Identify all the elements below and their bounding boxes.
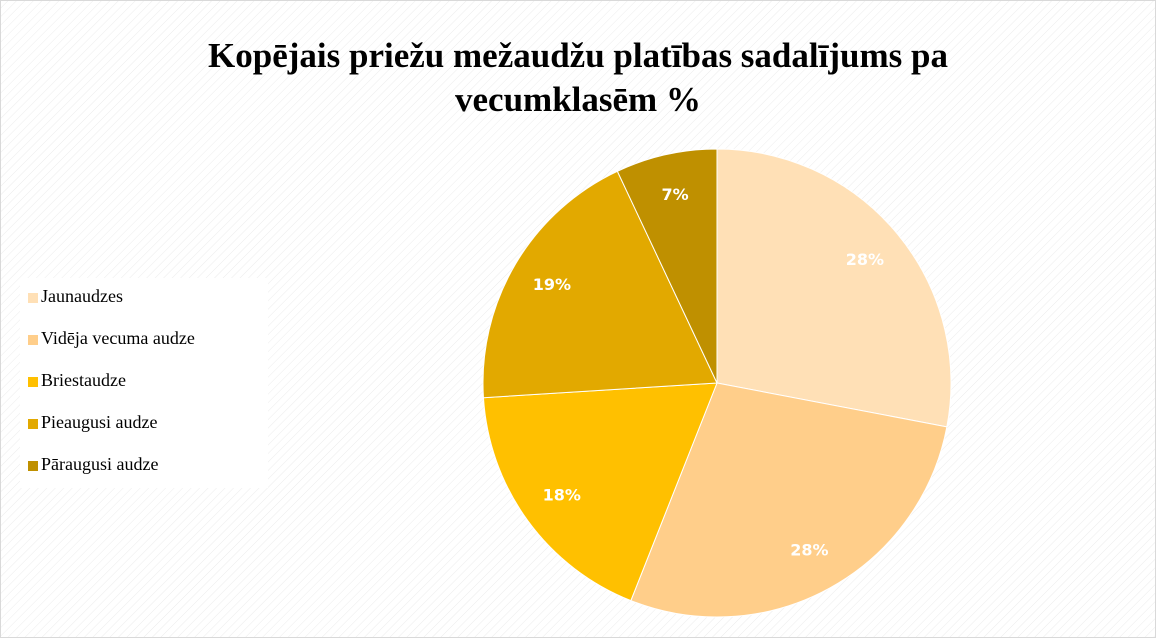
legend-swatch bbox=[28, 377, 38, 387]
data-label: 19% bbox=[533, 275, 571, 294]
data-label: 28% bbox=[846, 250, 884, 269]
data-label: 18% bbox=[543, 485, 581, 504]
data-label: 7% bbox=[662, 185, 689, 204]
legend-box bbox=[20, 278, 268, 488]
legend-label: Briestaudze bbox=[41, 370, 126, 390]
legend-swatch bbox=[28, 335, 38, 345]
chart-title: Kopējais priežu mežaudžu platības sadalī… bbox=[208, 36, 948, 119]
legend-swatch bbox=[28, 461, 38, 471]
pie-slice bbox=[616, 148, 718, 384]
pie-slice bbox=[482, 170, 718, 399]
legend-label: Vidēja vecuma audze bbox=[41, 328, 195, 348]
legend-label: Pieaugusi audze bbox=[41, 412, 157, 432]
data-label: 28% bbox=[790, 541, 828, 560]
legend-swatch bbox=[28, 419, 38, 429]
legend-label: Jaunaudzes bbox=[41, 286, 123, 306]
legend-swatch bbox=[28, 293, 38, 303]
pie-slice bbox=[716, 148, 952, 428]
pie-slice bbox=[482, 382, 718, 602]
legend-label: Pāraugusi audze bbox=[41, 454, 158, 474]
pie-slice bbox=[630, 382, 948, 618]
